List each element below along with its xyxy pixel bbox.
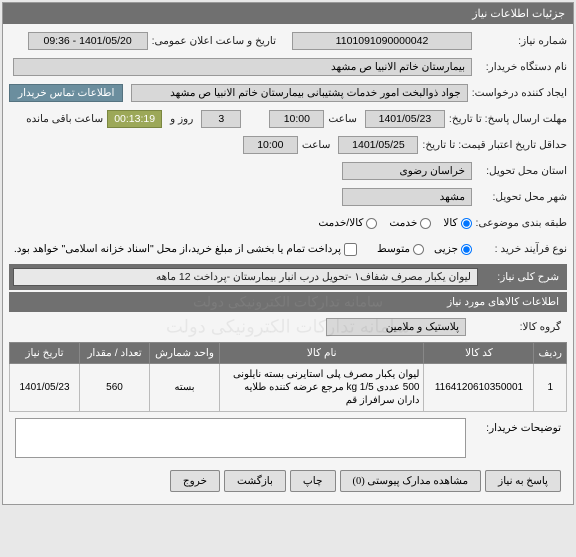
th-name: نام کالا bbox=[220, 343, 424, 364]
table-header-row: ردیف کد کالا نام کالا واحد شمارش تعداد /… bbox=[10, 343, 567, 364]
row-province: استان محل تحویل: خراسان رضوی bbox=[9, 160, 567, 182]
value-city: مشهد bbox=[342, 188, 472, 206]
label-buyer: نام دستگاه خریدار: bbox=[472, 61, 567, 73]
label-city: شهر محل تحویل: bbox=[472, 191, 567, 203]
table-row: 1 1164120610350001 لیوان یکبار مصرف پلی … bbox=[10, 364, 567, 412]
value-goods-group: پلاستیک و ملامین bbox=[326, 318, 466, 336]
row-buyer: نام دستگاه خریدار: بیمارستان خاتم الانبی… bbox=[9, 56, 567, 78]
label-min-valid: حداقل تاریخ اعتبار قیمت: تا تاریخ: bbox=[418, 139, 567, 151]
radio-partial-label: جزیی bbox=[434, 243, 458, 255]
value-min-valid-date: 1401/05/25 bbox=[338, 136, 418, 154]
label-province: استان محل تحویل: bbox=[472, 165, 567, 177]
radio-service[interactable]: خدمت bbox=[389, 217, 431, 229]
buy-type-radio-group: جزیی متوسط bbox=[377, 243, 472, 255]
button-bar: پاسخ به نیاز مشاهده مدارک پیوستی (0) چاپ… bbox=[9, 464, 567, 498]
label-creator: ایجاد کننده درخواست: bbox=[468, 87, 567, 99]
row-buy-type: نوع فرآیند خرید : جزیی متوسط پرداخت تمام… bbox=[9, 238, 567, 260]
value-province: خراسان رضوی bbox=[342, 162, 472, 180]
value-buyer: بیمارستان خاتم الانبیا ص مشهد bbox=[13, 58, 472, 76]
details-panel: جزئیات اطلاعات نیاز شماره نیاز: 11010910… bbox=[2, 2, 574, 505]
row-min-valid: حداقل تاریخ اعتبار قیمت: تا تاریخ: 1401/… bbox=[9, 134, 567, 156]
goods-table: ردیف کد کالا نام کالا واحد شمارش تعداد /… bbox=[9, 342, 567, 412]
td-date: 1401/05/23 bbox=[10, 364, 80, 412]
radio-medium[interactable]: متوسط bbox=[377, 243, 424, 255]
th-row: ردیف bbox=[534, 343, 567, 364]
th-date: تاریخ نیاز bbox=[10, 343, 80, 364]
label-desc: شرح کلی نیاز: bbox=[478, 271, 563, 283]
contact-buyer-button[interactable]: اطلاعات تماس خریدار bbox=[9, 84, 123, 102]
radio-goods[interactable]: کالا bbox=[443, 217, 471, 229]
td-unit: بسته bbox=[150, 364, 220, 412]
value-req-no: 1101091090000042 bbox=[292, 32, 472, 50]
checkbox-treasury-label: پرداخت تمام یا بخشی از مبلغ خرید،از محل … bbox=[14, 243, 341, 255]
label-buy-type: نوع فرآیند خرید : bbox=[472, 243, 567, 255]
panel-body: شماره نیاز: 1101091090000042 تاریخ و ساع… bbox=[3, 24, 573, 504]
category-radio-group: کالا خدمت کالا/خدمت bbox=[9, 217, 472, 229]
label-deadline: مهلت ارسال پاسخ: تا تاریخ: bbox=[445, 113, 567, 125]
label-req-no: شماره نیاز: bbox=[472, 35, 567, 47]
td-code: 1164120610350001 bbox=[424, 364, 534, 412]
section-goods-title: اطلاعات کالاهای مورد نیاز bbox=[447, 296, 559, 308]
radio-service-input[interactable] bbox=[420, 218, 431, 229]
radio-medium-input[interactable] bbox=[413, 244, 424, 255]
reply-button[interactable]: پاسخ به نیاز bbox=[485, 470, 561, 492]
label-category: طبقه بندی موضوعی: bbox=[472, 217, 567, 229]
radio-gs-label: کالا/خدمت bbox=[318, 217, 363, 229]
value-remain-time: 00:13:19 bbox=[107, 110, 162, 128]
value-desc: لیوان یکبار مصرف شفاف۱ -تحویل درب انبار … bbox=[13, 268, 478, 286]
row-creator: ایجاد کننده درخواست: جواد ذوالبخت امور خ… bbox=[9, 82, 567, 104]
radio-goods-service[interactable]: کالا/خدمت bbox=[318, 217, 377, 229]
radio-partial-input[interactable] bbox=[461, 244, 472, 255]
radio-goods-input[interactable] bbox=[461, 218, 472, 229]
th-unit: واحد شمارش bbox=[150, 343, 220, 364]
value-creator: جواد ذوالبخت امور خدمات پشتیبانی بیمارست… bbox=[131, 84, 467, 102]
radio-goods-label: کالا bbox=[443, 217, 457, 229]
td-row: 1 bbox=[534, 364, 567, 412]
exit-button[interactable]: خروج bbox=[170, 470, 220, 492]
row-req-no: شماره نیاز: 1101091090000042 تاریخ و ساع… bbox=[9, 30, 567, 52]
value-deadline-time: 10:00 bbox=[269, 110, 324, 128]
value-days: 3 bbox=[201, 110, 241, 128]
checkbox-treasury-input[interactable] bbox=[344, 243, 357, 256]
value-announce: 1401/05/20 - 09:36 bbox=[28, 32, 148, 50]
label-goods-group: گروه کالا: bbox=[466, 321, 561, 333]
radio-medium-label: متوسط bbox=[377, 243, 410, 255]
checkbox-treasury[interactable]: پرداخت تمام یا بخشی از مبلغ خرید،از محل … bbox=[14, 243, 357, 256]
label-remain-suffix: ساعت باقی مانده bbox=[26, 113, 103, 125]
radio-partial[interactable]: جزیی bbox=[434, 243, 472, 255]
section-goods-header: اطلاعات کالاهای مورد نیاز سامانه تدارکات… bbox=[9, 292, 567, 312]
row-deadline: مهلت ارسال پاسخ: تا تاریخ: 1401/05/23 سا… bbox=[9, 108, 567, 130]
label-days-suffix: روز و bbox=[170, 113, 193, 125]
row-buyer-notes: توضیحات خریدار: bbox=[9, 412, 567, 464]
value-deadline-date: 1401/05/23 bbox=[365, 110, 445, 128]
back-button[interactable]: بازگشت bbox=[224, 470, 286, 492]
row-category: طبقه بندی موضوعی: کالا خدمت کالا/خدمت bbox=[9, 212, 567, 234]
label-deadline-time: ساعت bbox=[328, 113, 357, 125]
panel-title: جزئیات اطلاعات نیاز bbox=[3, 3, 573, 24]
radio-gs-input[interactable] bbox=[366, 218, 377, 229]
row-goods-group: سامانه تدارکات الکترونیکی دولت گروه کالا… bbox=[9, 312, 567, 342]
label-min-valid-time: ساعت bbox=[302, 139, 331, 151]
label-buyer-notes: توضیحات خریدار: bbox=[466, 418, 561, 434]
value-min-valid-time: 10:00 bbox=[243, 136, 298, 154]
buyer-notes-box bbox=[15, 418, 466, 458]
row-city: شهر محل تحویل: مشهد bbox=[9, 186, 567, 208]
td-qty: 560 bbox=[80, 364, 150, 412]
th-qty: تعداد / مقدار bbox=[80, 343, 150, 364]
radio-service-label: خدمت bbox=[389, 217, 417, 229]
watermark-icon: سامانه تدارکات الکترونیکی دولت bbox=[193, 294, 383, 311]
th-code: کد کالا bbox=[424, 343, 534, 364]
print-button[interactable]: چاپ bbox=[290, 470, 336, 492]
td-name: لیوان یکبار مصرف پلی استایرنی بسته نایلو… bbox=[220, 364, 424, 412]
desc-bar: شرح کلی نیاز: لیوان یکبار مصرف شفاف۱ -تح… bbox=[9, 264, 567, 290]
attachments-button[interactable]: مشاهده مدارک پیوستی (0) bbox=[340, 470, 482, 492]
label-announce: تاریخ و ساعت اعلان عمومی: bbox=[148, 35, 276, 47]
